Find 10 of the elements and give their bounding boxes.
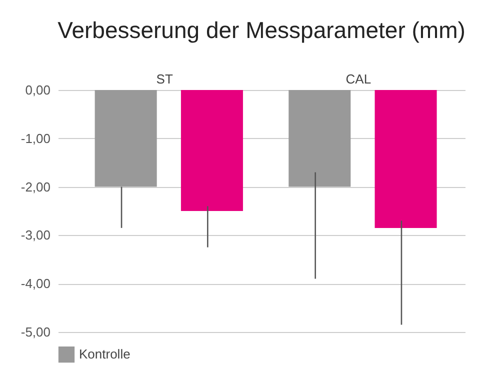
y-tick-label: -4,00 xyxy=(20,276,50,292)
x-tick-label: CAL xyxy=(346,72,372,86)
legend-label: Kontrolle xyxy=(79,346,130,362)
y-tick-label: -5,00 xyxy=(20,324,50,340)
chart-title: Verbesserung der Messparameter (mm) xyxy=(58,17,466,43)
y-tick-label: 0,00 xyxy=(25,82,50,98)
x-tick-label: ST xyxy=(156,72,173,86)
y-tick-label: -2,00 xyxy=(20,179,50,194)
y-tick-label: -1,00 xyxy=(20,130,50,146)
y-tick-label: -3,00 xyxy=(20,228,50,243)
